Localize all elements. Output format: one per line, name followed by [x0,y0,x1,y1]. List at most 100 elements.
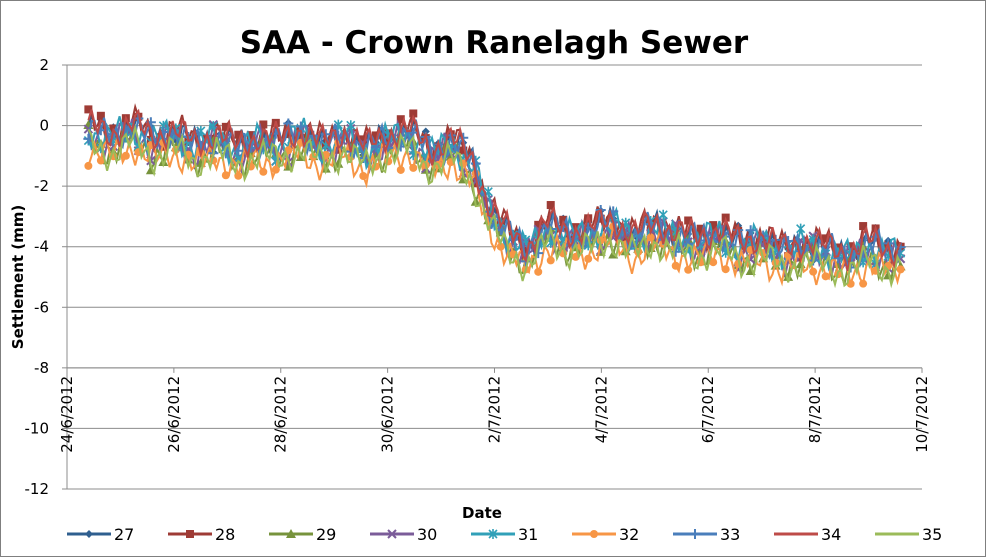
y-tick-label: 2 [39,56,49,74]
legend-label: 32 [619,525,639,544]
x-tick-label: 28/6/2012 [272,376,290,453]
series-33-marker [470,158,481,169]
series-28-marker [471,179,480,188]
series-32-marker [84,161,93,170]
legend-label: 30 [417,525,437,544]
series-28-marker [821,234,830,243]
series-35 [87,123,902,289]
x-tick-label: 8/7/2012 [806,376,824,443]
series-32-marker [709,258,718,267]
legend-32-marker [590,530,598,538]
legend-label: 33 [720,525,740,544]
x-tick-label: 26/6/2012 [165,376,183,453]
series-32-marker [859,279,868,288]
x-tick-label: 24/6/2012 [58,376,76,453]
series-29-marker [783,271,794,281]
series-32-marker [684,265,693,274]
series-28-marker [221,122,230,131]
series-32-marker [221,171,230,180]
series-31-marker [346,120,356,131]
series-32-marker [671,261,680,270]
y-axis-title: Settlement (mm) [9,205,27,349]
series-34-line [87,108,902,272]
legend-30-marker [387,529,397,539]
legend-item-32: 32 [572,525,639,544]
series-32-marker [546,256,555,265]
series-32-marker [234,171,243,180]
series-28-marker [84,105,93,114]
series-34 [87,108,902,272]
y-tick-label: -10 [25,419,50,437]
series-28-marker [696,224,705,233]
series-32-marker [584,254,593,263]
series-28-marker [859,222,868,231]
legend-item-28: 28 [168,525,235,544]
series-28-marker [559,215,568,224]
legend-label: 35 [922,525,942,544]
legend-29-marker [286,529,296,538]
series-32-marker [271,165,280,174]
series-28-marker [259,120,268,129]
series-28-marker [409,109,418,118]
legend-item-35: 35 [875,525,942,544]
legend-27-marker [85,530,93,538]
series-31-marker [796,223,806,234]
series-28-marker [534,220,543,229]
y-tick-label: 0 [39,117,49,135]
legend-item-29: 29 [269,525,336,544]
series-32-marker [809,267,818,276]
y-tick-label: -2 [34,177,49,195]
legend-item-34: 34 [774,525,841,544]
legend-label: 31 [518,525,538,544]
series-33-marker [745,225,756,236]
series-32-marker [396,165,405,174]
series-28-marker [284,130,293,139]
series-32-marker [121,151,130,160]
x-tick-label: 10/7/2012 [913,376,931,453]
y-tick-label: -8 [34,359,49,377]
legend-label: 34 [821,525,841,544]
series-28-marker [396,115,405,124]
x-tick-label: 2/7/2012 [486,376,504,443]
x-tick-label: 4/7/2012 [592,376,610,443]
legend-31-marker [488,529,498,539]
y-tick-label: -4 [34,238,49,256]
legend-label: 27 [114,525,134,544]
series-28-marker [546,201,555,210]
series-28-marker [359,135,368,144]
legend-33-marker [690,529,700,539]
series-32-marker [896,265,905,274]
series-32-marker [259,167,268,176]
series-27-marker [421,127,430,136]
chart-title: SAA - Crown Ranelagh Sewer [240,25,749,61]
x-tick-labels: 24/6/2012 26/6/2012 28/6/2012 30/6/2012 2/7/… [58,376,931,453]
series-31-marker [658,209,668,220]
legend-item-33: 33 [673,525,740,544]
series-32-marker [359,171,368,180]
series-32-marker [496,242,505,251]
series-33-marker [783,235,794,246]
x-tick-label: 6/7/2012 [699,376,717,443]
y-tick-labels: 2 0 -2 -4 -6 -8 -10 -12 [25,56,50,498]
legend-label: 28 [215,525,235,544]
series-32-marker [646,233,655,242]
series-28-marker [846,242,855,251]
series-28-marker [521,246,530,255]
legend-item-30: 30 [370,525,437,544]
series-32-marker [821,272,830,281]
series-28-marker [334,145,343,154]
series-28-marker [684,216,693,225]
legend-item-31: 31 [471,525,538,544]
series-28-marker [709,221,718,230]
x-axis-title: Date [462,504,502,522]
legend-item-27: 27 [67,525,134,544]
series-32-marker [534,267,543,276]
series-33-marker [120,124,131,135]
legend-28-marker [186,530,194,538]
series-28-marker [96,111,105,120]
series-32-marker [96,156,105,165]
series-28-marker [234,130,243,139]
axes [62,64,923,490]
series-32-marker [409,163,418,172]
